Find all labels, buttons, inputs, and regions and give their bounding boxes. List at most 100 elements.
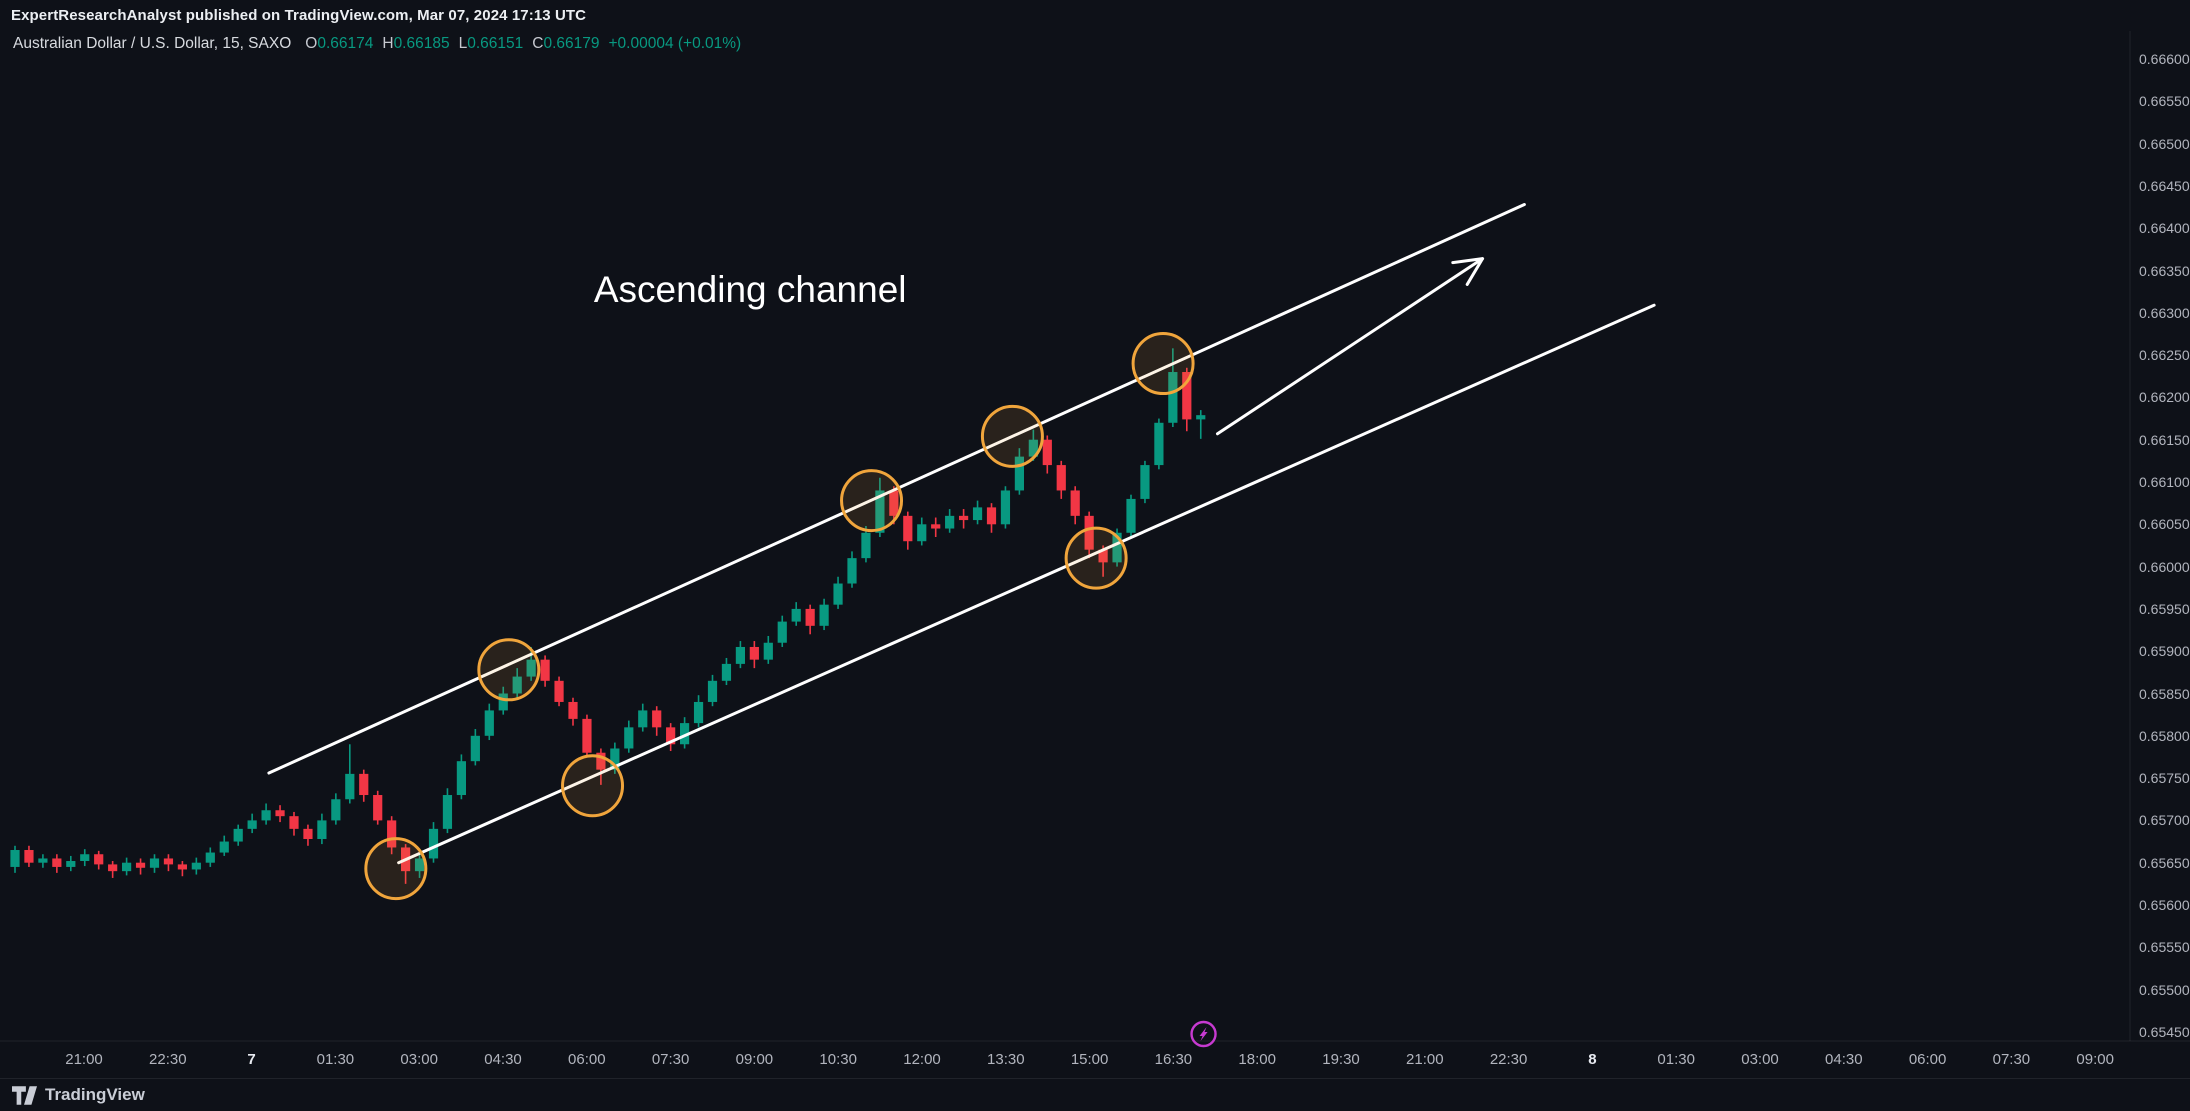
highlight-circle[interactable] <box>561 754 625 818</box>
symbol-name[interactable]: Australian Dollar / U.S. Dollar, 15, SAX… <box>13 35 292 52</box>
economic-event-icon[interactable] <box>1190 1020 1217 1048</box>
time-axis-label: 16:30 <box>1154 1051 1193 1068</box>
time-axis-label: 18:00 <box>1238 1051 1276 1068</box>
candle-body <box>317 820 327 840</box>
candle-body <box>1154 422 1164 466</box>
time-axis-label: 03:00 <box>1741 1051 1779 1068</box>
time-axis-label: 04:30 <box>484 1051 522 1068</box>
candle-body <box>777 621 787 643</box>
price-axis-label: 0.66500 <box>2139 135 2190 152</box>
highlight-circle[interactable] <box>980 404 1044 468</box>
price-axis-label: 0.65750 <box>2139 770 2190 787</box>
time-axis-label: 06:00 <box>1908 1051 1947 1068</box>
candle-body <box>624 727 634 749</box>
candle-body <box>191 862 201 870</box>
highlight-circle[interactable] <box>1131 332 1195 396</box>
price-axis-label: 0.65700 <box>2139 812 2190 829</box>
time-axis-label: 22:30 <box>149 1051 187 1068</box>
ohlc-low: L 0.66151 <box>459 35 524 53</box>
price-axis[interactable]: 0.66600 0.66550 0.66500 0.66450 0.66400 0.663… <box>2130 0 2190 1041</box>
ohlc-close: C 0.66179 <box>532 35 599 53</box>
ohlc-open-label: O <box>305 35 318 52</box>
candle-body <box>638 710 648 728</box>
channel-annotation-text[interactable]: Ascending channel <box>594 269 907 310</box>
channel-upper-line[interactable] <box>267 203 1526 775</box>
time-axis-label: 07:30 <box>651 1051 690 1068</box>
ohlc-low-value: 0.66151 <box>467 35 524 52</box>
candle-body <box>52 858 62 867</box>
ohlc-high-value: 0.66185 <box>393 35 450 52</box>
footer-brand-text[interactable]: TradingView <box>45 1085 145 1104</box>
candle-body <box>205 852 215 863</box>
ohlc-high: H 0.66185 <box>382 35 449 53</box>
price-axis-label: 0.65500 <box>2139 981 2190 998</box>
candle-body <box>108 864 118 872</box>
price-axis-label: 0.65900 <box>2139 643 2190 660</box>
time-axis-label: 21:00 <box>65 1051 103 1068</box>
ohlc-high-label: H <box>382 35 394 52</box>
price-axis-label: 0.66250 <box>2139 347 2190 364</box>
candle-body <box>233 828 243 842</box>
candle-body <box>163 858 174 865</box>
candle-body <box>219 841 229 853</box>
time-axis-label: 12:00 <box>903 1051 941 1068</box>
candle-body <box>1182 372 1192 420</box>
candle-body <box>540 659 550 681</box>
time-axis-label: 01:30 <box>1657 1051 1695 1068</box>
candle-body <box>582 718 592 753</box>
price-axis-label: 0.66100 <box>2139 474 2190 490</box>
candle-body <box>149 858 160 868</box>
ohlc-close-value: 0.66179 <box>543 35 600 52</box>
candle-body <box>986 507 997 525</box>
footer-bar: TradingView <box>0 1078 2190 1111</box>
candle-body <box>721 663 732 681</box>
trend-arrow-shaft[interactable] <box>1215 257 1485 436</box>
candle-body <box>931 524 941 529</box>
candle-body <box>1000 490 1011 525</box>
candle-body <box>470 735 480 762</box>
candle-body <box>847 558 857 584</box>
candle-body <box>484 710 494 736</box>
highlight-circle[interactable] <box>477 638 541 702</box>
price-axis-label: 0.65550 <box>2139 939 2190 956</box>
time-axis-label: 21:00 <box>1406 1051 1444 1068</box>
candle-body <box>805 608 815 626</box>
candle-body <box>693 701 704 724</box>
candle-body <box>1028 439 1038 457</box>
candle-body <box>1168 372 1178 423</box>
ohlc-open-value: 0.66174 <box>317 35 374 52</box>
candle-body <box>917 524 927 542</box>
candle-body <box>568 701 578 719</box>
candle-body <box>1070 490 1080 516</box>
time-axis-label: 09:00 <box>735 1051 774 1068</box>
highlight-circle[interactable] <box>1064 526 1128 590</box>
time-axis-label: 09:00 <box>2076 1051 2114 1068</box>
candle-body <box>177 864 187 870</box>
highlight-circle[interactable] <box>840 469 904 533</box>
candle-body <box>945 515 955 529</box>
candle-body <box>512 676 522 694</box>
channel-lower-line[interactable] <box>397 303 1656 865</box>
price-axis-label: 0.65850 <box>2139 685 2190 702</box>
tradingview-logo-icon[interactable] <box>12 1085 37 1105</box>
time-axis[interactable]: 21:00 22:30 7 01:30 03:00 04:30 06:00 07:30 09:0… <box>0 1041 2190 1078</box>
trend-arrow-head <box>1451 257 1485 286</box>
candle-body <box>289 816 299 829</box>
candle-body <box>94 854 104 865</box>
time-axis-date-label: 7 <box>247 1051 256 1068</box>
candle-body <box>387 820 397 848</box>
candle-body <box>819 604 829 626</box>
price-axis-label: 0.66550 <box>2139 93 2190 110</box>
candle-body <box>345 773 355 800</box>
candle-body <box>373 795 383 821</box>
candle-body <box>498 693 508 711</box>
ohlc-open: O 0.66174 <box>305 35 373 53</box>
time-axis-label: 01:30 <box>316 1051 355 1068</box>
time-axis-label: 07:30 <box>1992 1051 2031 1068</box>
highlight-circle[interactable] <box>364 837 428 901</box>
candle-body <box>428 828 439 859</box>
candle-body <box>735 646 745 664</box>
time-axis-label: 10:30 <box>819 1051 857 1068</box>
